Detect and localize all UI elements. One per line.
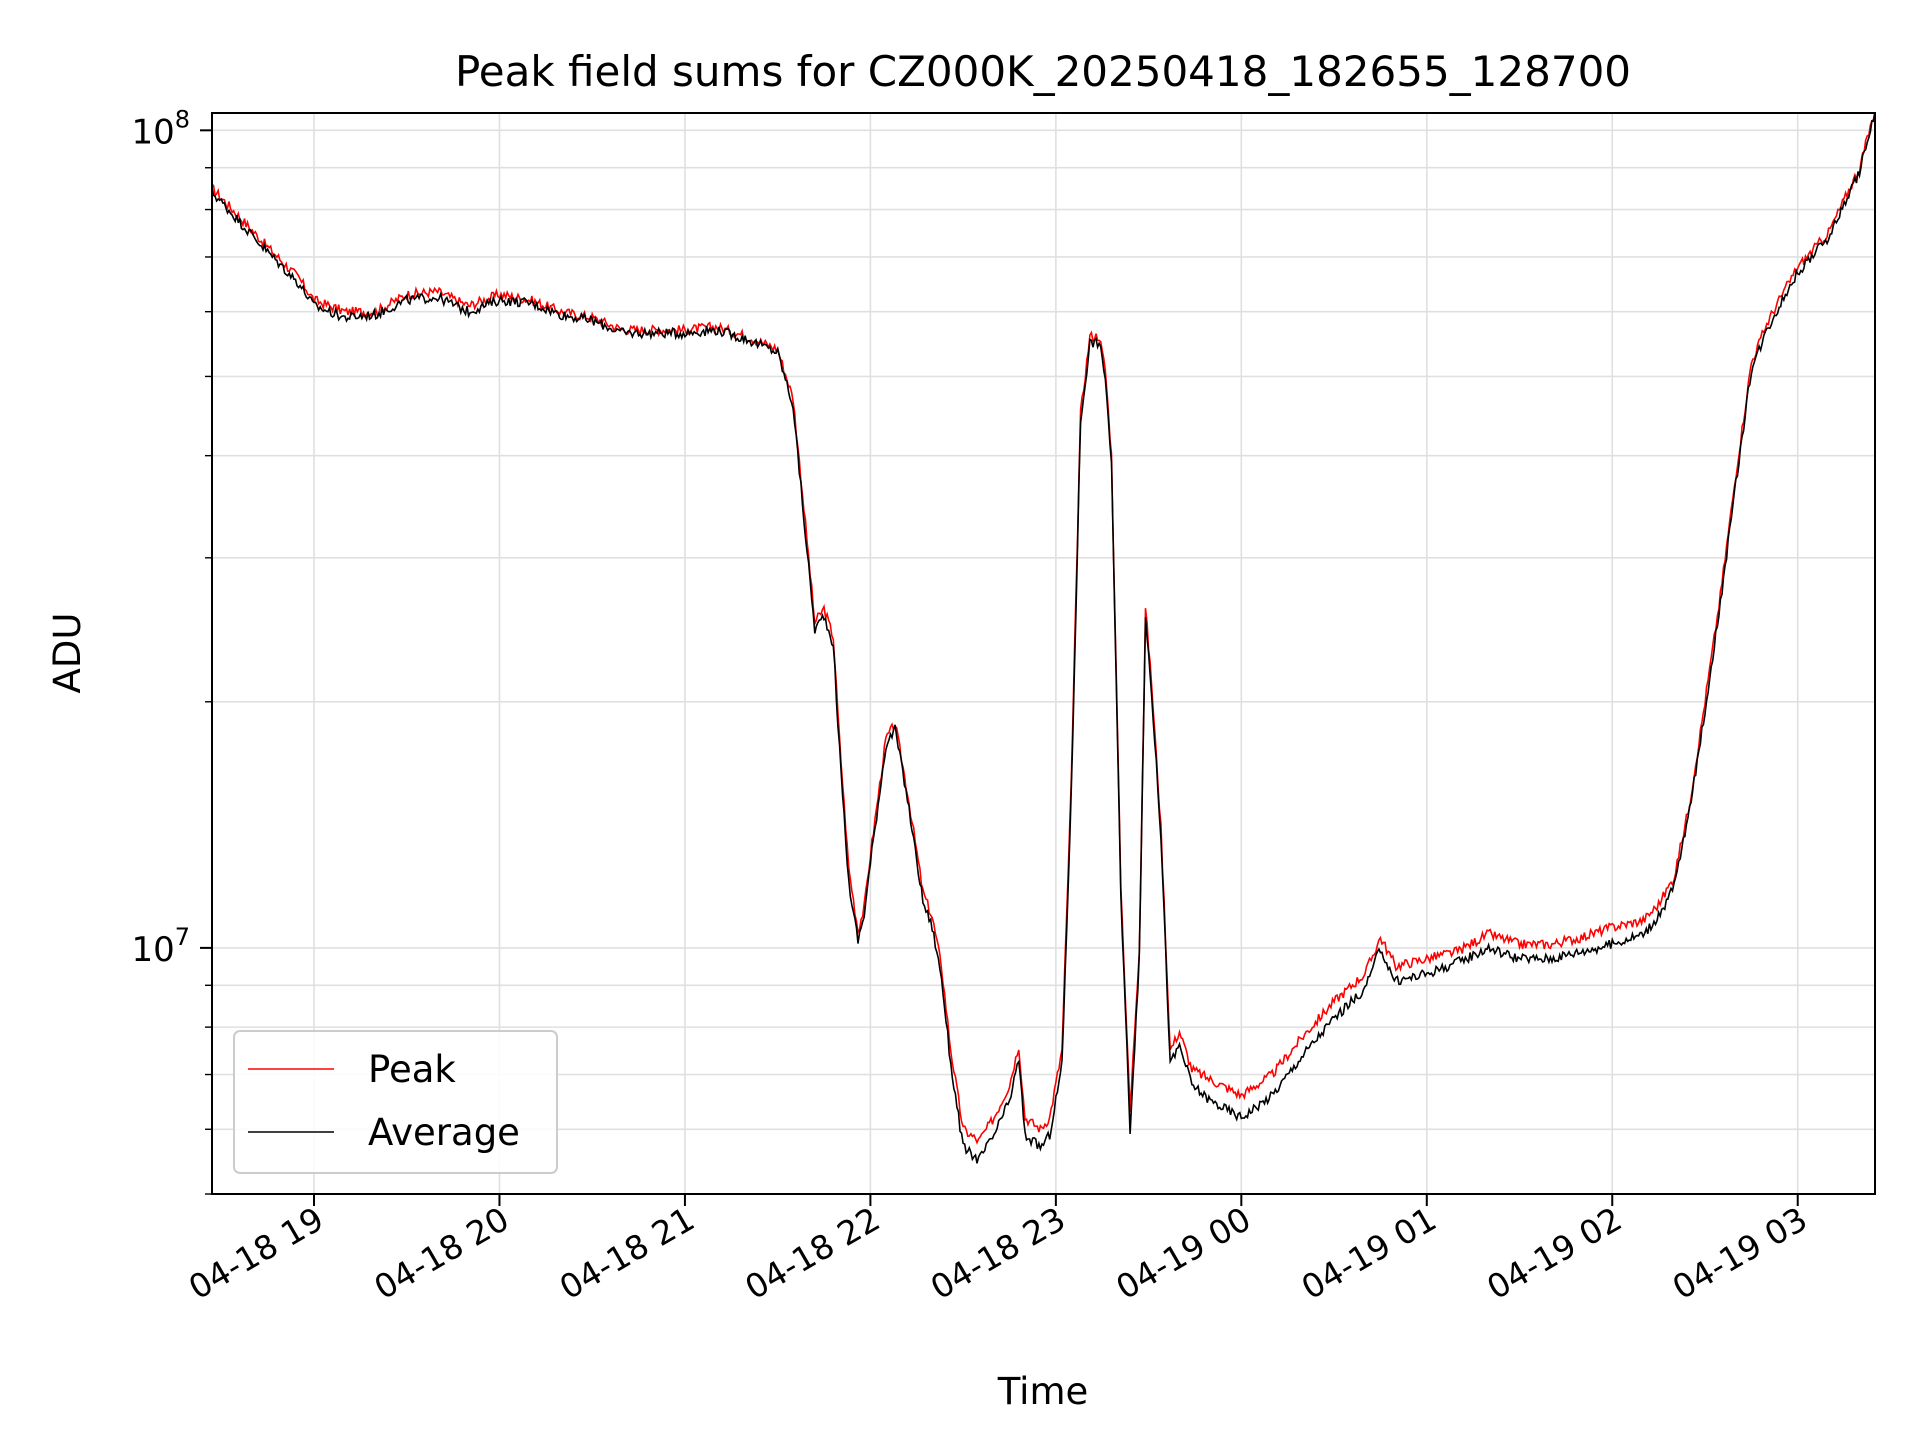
series-layer <box>212 113 1875 1164</box>
x-axis-label: Time <box>997 1370 1089 1413</box>
series-line-peak <box>212 113 1875 1145</box>
legend-label-average: Average <box>368 1111 520 1154</box>
legend-label-peak: Peak <box>368 1048 456 1091</box>
series-line-average <box>212 113 1875 1164</box>
plot-frame <box>211 112 1876 1195</box>
legend: Peak Average <box>233 1030 558 1174</box>
y-tick-label: 108 <box>131 105 190 152</box>
y-axis: 107 108 <box>131 105 212 1195</box>
y-tick-label: 107 <box>131 923 190 970</box>
legend-box <box>233 1030 558 1174</box>
chart-title: Peak field sums for CZ000K_20250418_1826… <box>455 47 1631 96</box>
y-axis-label: ADU <box>46 613 89 694</box>
